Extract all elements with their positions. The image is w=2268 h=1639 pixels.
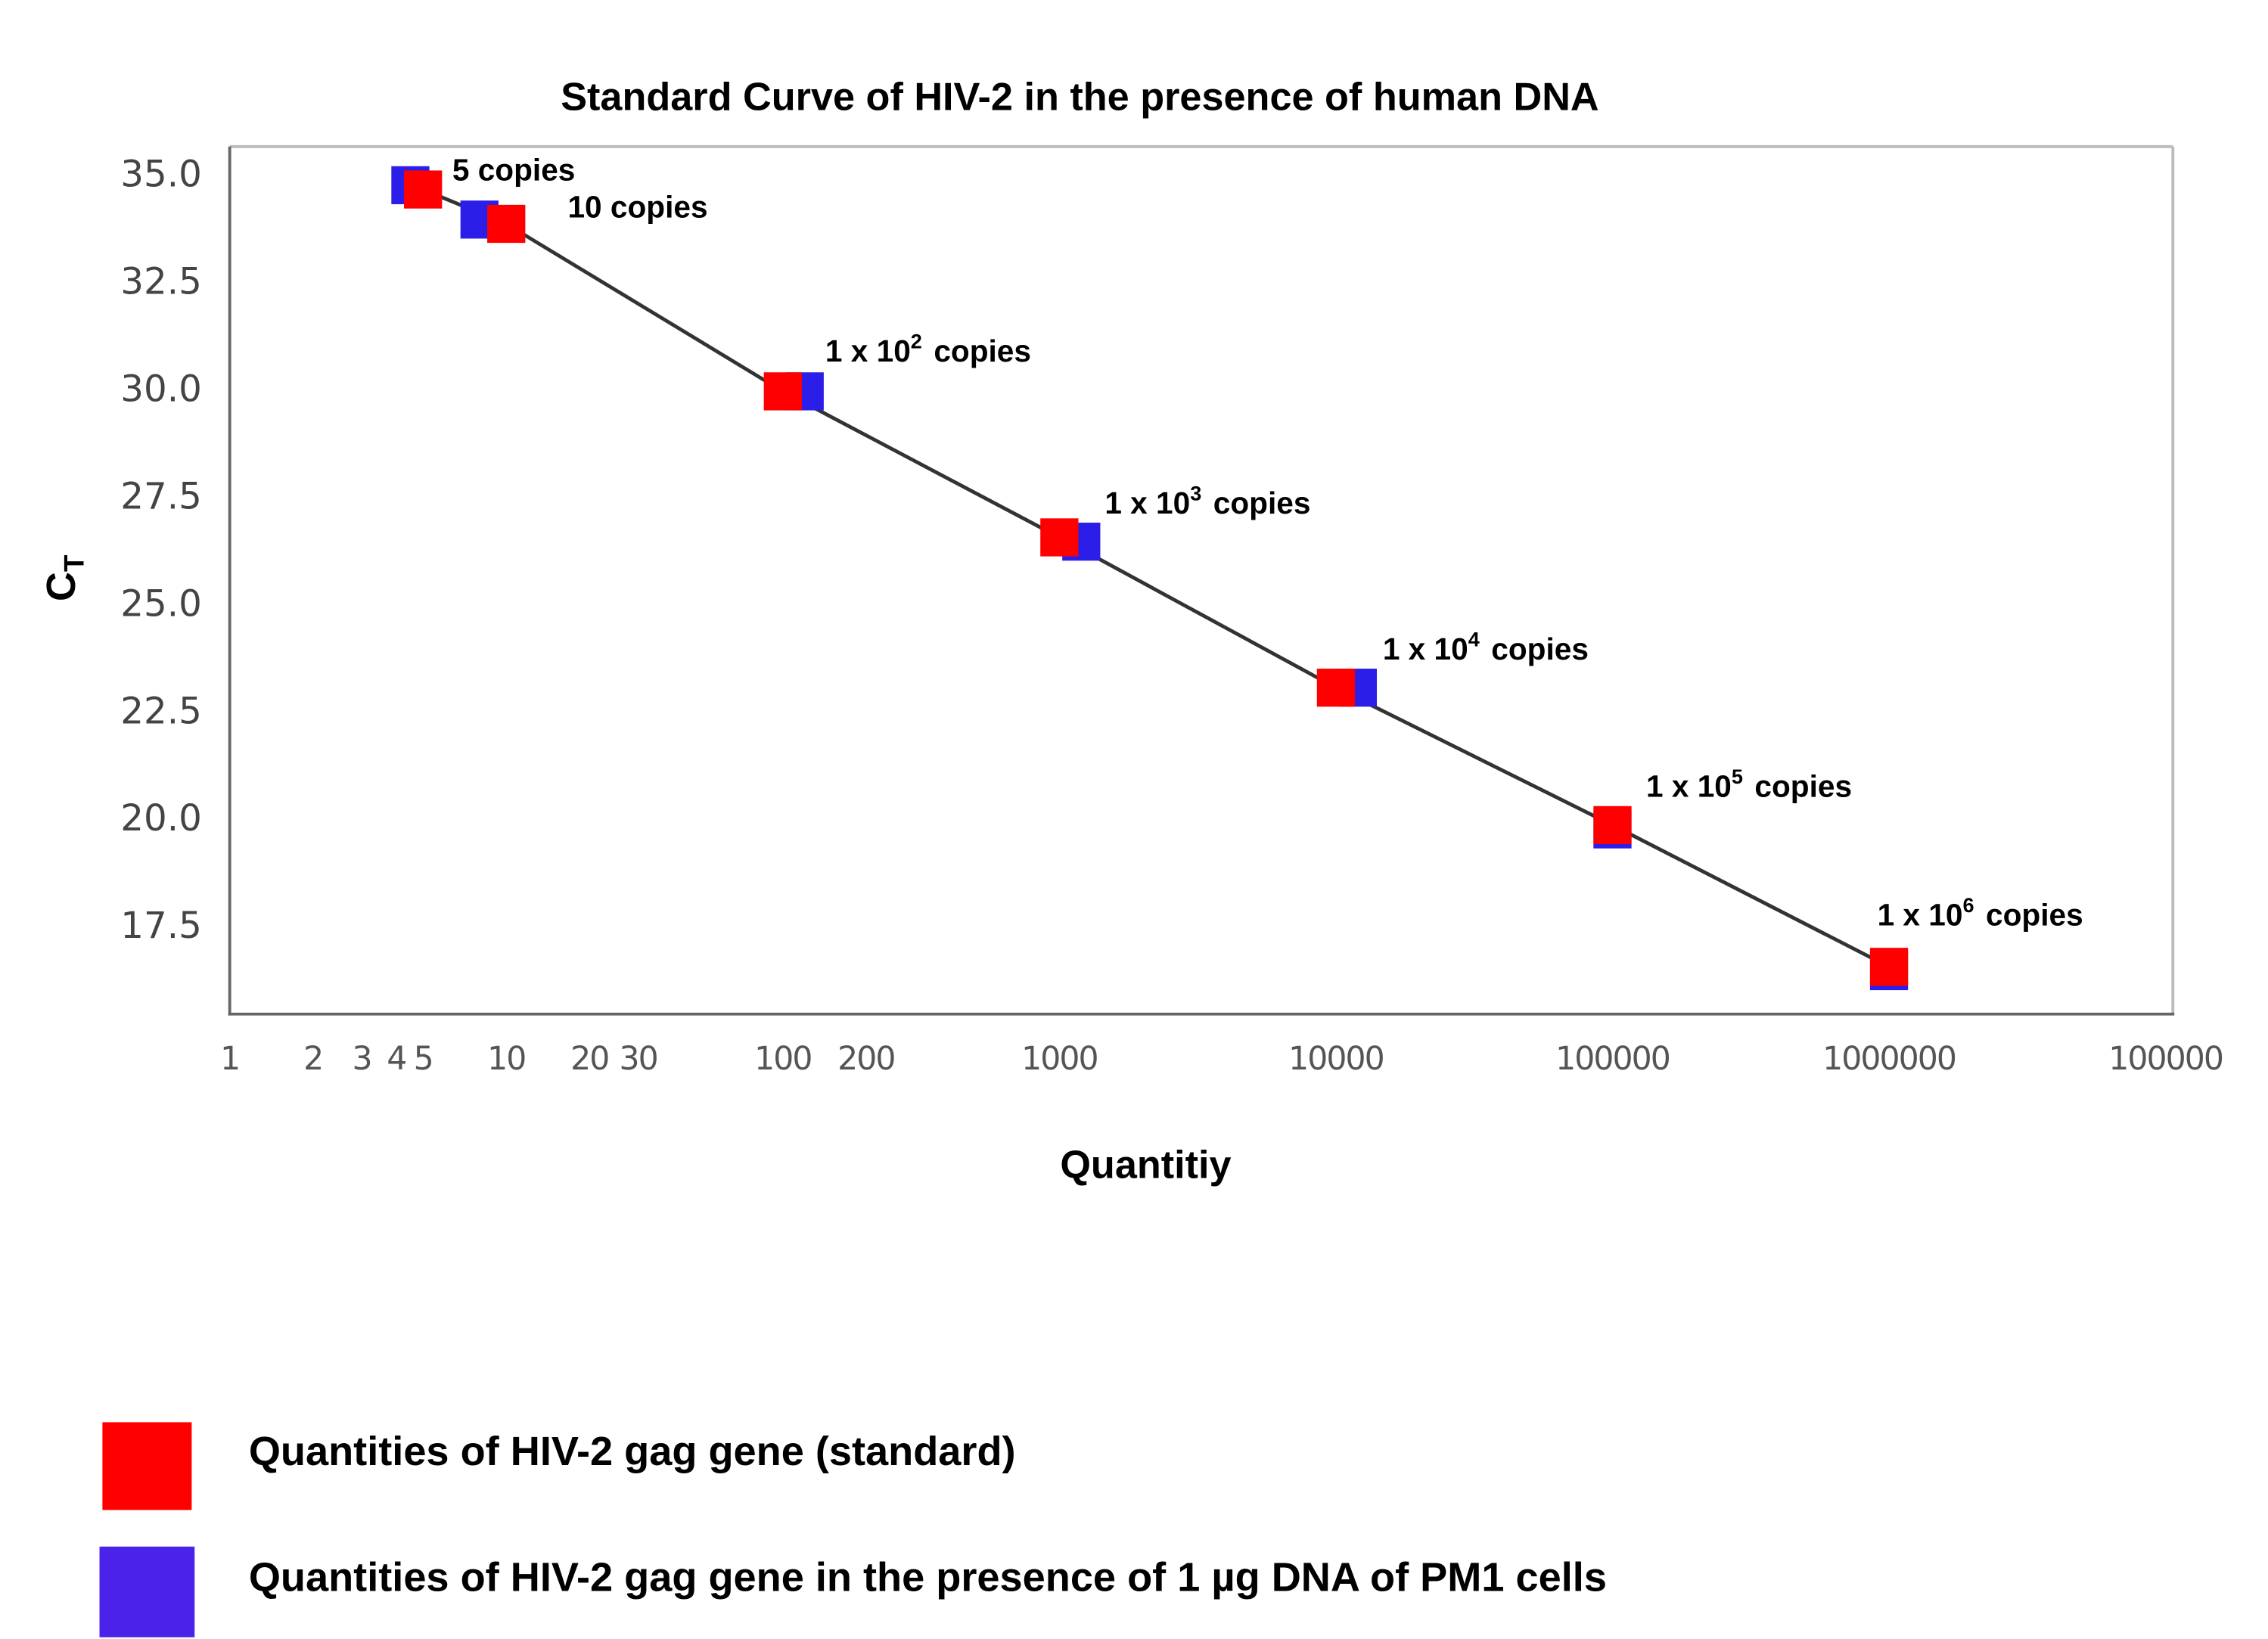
annotation-base: 1 x 10 [1646,768,1732,803]
y-tick-label: 30.0 [120,368,202,410]
x-tick-label: 1000 [1021,1041,1098,1078]
annotation-sup: 6 [1962,893,1974,917]
annotation: 1 x 106 copies [1878,893,2083,932]
legend-swatch [99,1546,195,1637]
x-tick-label: 200 [837,1041,894,1078]
marker [1316,669,1356,707]
trend-line [422,188,1891,969]
annotation-text: 10 copies [567,189,707,224]
x-tick-label: 5 [414,1041,433,1078]
marker [404,170,443,209]
x-tick-label: 10 [487,1041,525,1078]
y-label-sub: T [58,554,89,572]
legend-label: Quantities of HIV-2 gag gene in the pres… [249,1555,1607,1600]
y-tick-label: 27.5 [120,475,202,517]
annotation-sup: 5 [1732,765,1743,788]
annotation-rest: copies [934,334,1031,368]
marker [1593,806,1632,845]
y-tick-label: 35.0 [120,154,202,196]
y-tick-label: 22.5 [120,690,202,732]
annotation: 1 x 103 copies [1104,482,1310,520]
annotation: 1 x 105 copies [1646,765,1852,803]
annotation-sup: 4 [1468,627,1480,650]
x-tick-label: 1 [220,1041,239,1078]
legend-label: Quantities of HIV-2 gag gene (standard) [249,1429,1016,1474]
x-tick-label: 4 [387,1041,405,1078]
annotation-sup: 2 [911,330,922,353]
x-tick-label: 1000000 [1822,1041,1956,1078]
marker [1040,518,1079,557]
annotation-base: 1 x 10 [825,334,911,368]
x-tick-label: 3 [353,1041,371,1078]
y-axis-label: CT [39,554,89,601]
x-tick-label: 100000 [2108,1041,2223,1078]
x-tick-label: 2 [303,1041,322,1078]
marker [763,372,802,411]
y-tick-label: 20.0 [120,797,202,840]
x-axis-label: Quantitiy [1060,1144,1231,1187]
marker [487,204,526,244]
annotation-rest: copies [1986,897,2083,932]
annotation-base: 1 x 10 [1383,632,1468,666]
x-tick-label: 100 [754,1041,811,1078]
annotation-rest: copies [1213,486,1311,520]
marker [1869,948,1909,986]
annotation: 1 x 102 copies [825,330,1031,368]
y-tick-label: 25.0 [120,582,202,625]
x-tick-label: 10000 [1288,1041,1384,1078]
annotation-base: 1 x 10 [1878,897,1963,932]
annotation-rest: copies [1491,632,1589,666]
annotation-text: 5 copies [452,152,576,187]
x-tick-label: 100000 [1555,1041,1670,1078]
legend-swatch [102,1422,192,1510]
y-axis-label-text: CT [39,554,89,601]
annotation: 5 copies [452,152,576,187]
y-tick-label: 17.5 [120,905,202,947]
x-tick-label: 20 [570,1041,608,1078]
annotation: 1 x 104 copies [1383,627,1589,666]
annotation-sup: 3 [1190,482,1201,505]
annotation: 10 copies [567,189,707,224]
annotation-base: 1 x 10 [1104,486,1190,520]
y-tick-label: 32.5 [120,260,202,303]
annotation-rest: copies [1754,768,1852,803]
chart-title: Standard Curve of HIV-2 in the presence … [561,76,1598,120]
y-label-main: C [39,572,84,601]
x-tick-label: 30 [620,1041,657,1078]
